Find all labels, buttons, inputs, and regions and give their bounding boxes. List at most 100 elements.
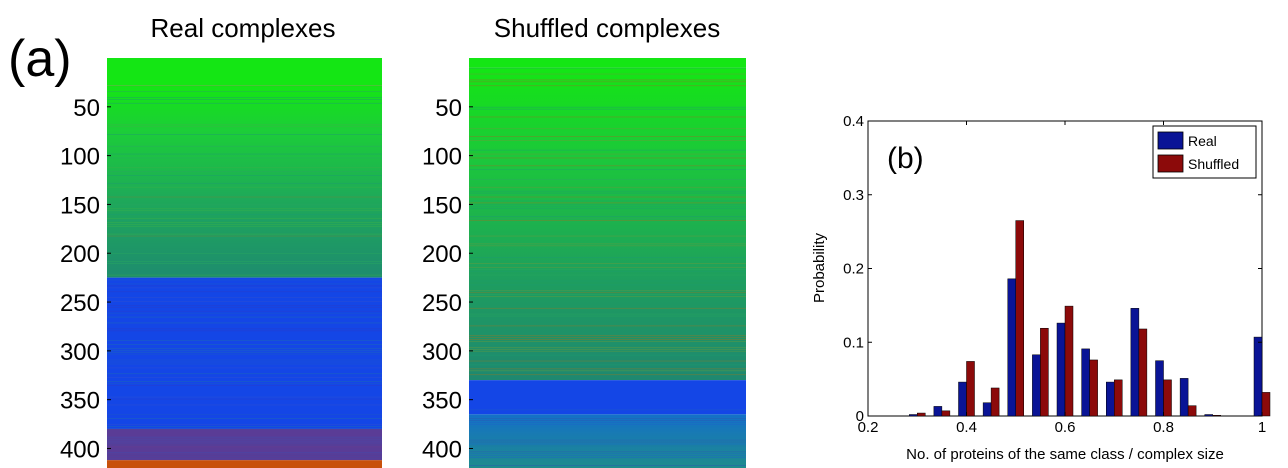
heatmap-streak — [107, 454, 382, 456]
heatmap-streak — [469, 445, 746, 447]
x-tick-label: 1 — [1258, 419, 1266, 436]
bar-shuffled — [1089, 359, 1098, 417]
heatmap-streak — [469, 339, 746, 340]
heatmap-streak — [107, 91, 382, 92]
heatmap-streak — [107, 351, 382, 353]
heatmap-streak — [107, 102, 382, 104]
heatmap-ytick-label: 150 — [422, 192, 462, 219]
heatmap-band — [107, 85, 382, 278]
heatmap-streak — [469, 337, 746, 338]
heatmap-streak — [107, 322, 382, 324]
bar-real — [1106, 381, 1115, 417]
y-tick-label: 0.2 — [843, 261, 864, 278]
heatmap-ytick-label: 350 — [60, 388, 100, 415]
heatmap-streak — [107, 218, 382, 219]
bar-shuffled — [1064, 305, 1074, 417]
bar-shuffled — [1261, 392, 1271, 417]
heatmap-streak — [107, 237, 382, 239]
bar-shuffled — [1015, 220, 1024, 417]
heatmap-ytick-label: 250 — [60, 290, 100, 317]
heatmap-streak — [107, 344, 382, 345]
bar-real — [1253, 336, 1263, 417]
heatmap-ytick-label: 50 — [435, 95, 462, 122]
heatmap-streak — [469, 186, 746, 188]
heatmap-streak — [107, 347, 382, 349]
heatmap-streak — [107, 398, 382, 400]
heatmap-streak — [469, 294, 746, 296]
heatmap-streak — [107, 306, 382, 308]
heatmap-streak — [469, 206, 746, 208]
heatmap-streak — [469, 457, 746, 459]
heatmap-streak — [107, 204, 382, 206]
heatmap-streak — [469, 374, 746, 376]
heatmap-streak — [107, 396, 382, 398]
heatmap-streak — [469, 325, 746, 327]
bar-real — [1130, 308, 1140, 417]
bar-real — [1081, 348, 1090, 417]
heatmap-streak — [469, 280, 746, 282]
bar-real — [982, 402, 992, 417]
heatmap-streak — [107, 310, 382, 312]
heatmap-streak — [469, 216, 746, 217]
heatmap-streak — [469, 81, 746, 83]
heatmap-streak — [469, 424, 746, 425]
y-tick-label: 0 — [856, 408, 864, 425]
heatmap-streak — [107, 222, 382, 223]
heatmap-streak — [469, 108, 746, 110]
heatmap-streak — [107, 235, 382, 237]
x-tick-label: 0.4 — [956, 419, 977, 436]
bars — [909, 220, 1271, 417]
heatmap-streak — [107, 458, 382, 460]
heatmap-streak — [107, 186, 382, 188]
heatmap-streak — [107, 297, 382, 298]
heatmap-streak — [107, 210, 382, 212]
heatmap-streak — [107, 208, 382, 210]
heatmap-streak — [469, 128, 746, 130]
bar-real — [1032, 354, 1041, 417]
heatmap-streak — [107, 134, 382, 135]
heatmap-streak — [107, 233, 382, 235]
bar-real — [909, 414, 918, 417]
heatmap-streak — [469, 370, 746, 372]
heatmap-streak — [107, 263, 382, 264]
heatmap-streak — [469, 243, 746, 245]
x-tick-label: 0.6 — [1055, 419, 1076, 436]
heatmap-streak — [469, 453, 746, 455]
heatmap-streak — [107, 424, 382, 425]
heatmap-streak — [469, 245, 746, 247]
heatmap-ytick-label: 100 — [60, 144, 100, 171]
heatmap-streak — [107, 261, 382, 262]
heatmap-band — [469, 414, 746, 468]
heatmap-streak — [469, 341, 746, 342]
heatmap-streak — [469, 315, 746, 317]
heatmap-streak — [469, 354, 746, 356]
heatmap-streak — [469, 443, 746, 445]
heatmap-streak — [107, 167, 382, 169]
shuffled-heatmap-title: Shuffled complexes — [494, 13, 720, 43]
heatmap-streak — [107, 349, 382, 351]
x-tick-label: 0.2 — [858, 419, 879, 436]
heatmap-streak — [469, 441, 746, 443]
legend-label-shuffled: Shuffled — [1188, 156, 1239, 172]
heatmap-streak — [107, 381, 382, 382]
heatmap-ytick-label: 150 — [60, 192, 100, 219]
legend-swatch-real — [1157, 131, 1184, 150]
heatmap-streak — [107, 452, 382, 454]
heatmap-streak — [107, 223, 382, 225]
heatmap-streak — [469, 455, 746, 457]
heatmap-streak — [469, 422, 746, 423]
heatmap-streak — [107, 285, 382, 287]
heatmap-streak — [107, 157, 382, 159]
bar-shuffled — [1114, 379, 1123, 417]
heatmap-streak — [469, 296, 746, 297]
heatmap-streak — [469, 439, 746, 441]
y-tick-label: 0.4 — [843, 113, 864, 130]
heatmap-streak — [107, 153, 382, 155]
heatmap-streak — [107, 340, 382, 341]
x-tick-label: 0.8 — [1153, 419, 1174, 436]
heatmap-streak — [469, 266, 746, 268]
panel-a-label: (a) — [8, 30, 72, 88]
heatmap-streak — [107, 301, 382, 302]
heatmap-streak — [469, 153, 746, 155]
heatmap-streak — [469, 451, 746, 453]
